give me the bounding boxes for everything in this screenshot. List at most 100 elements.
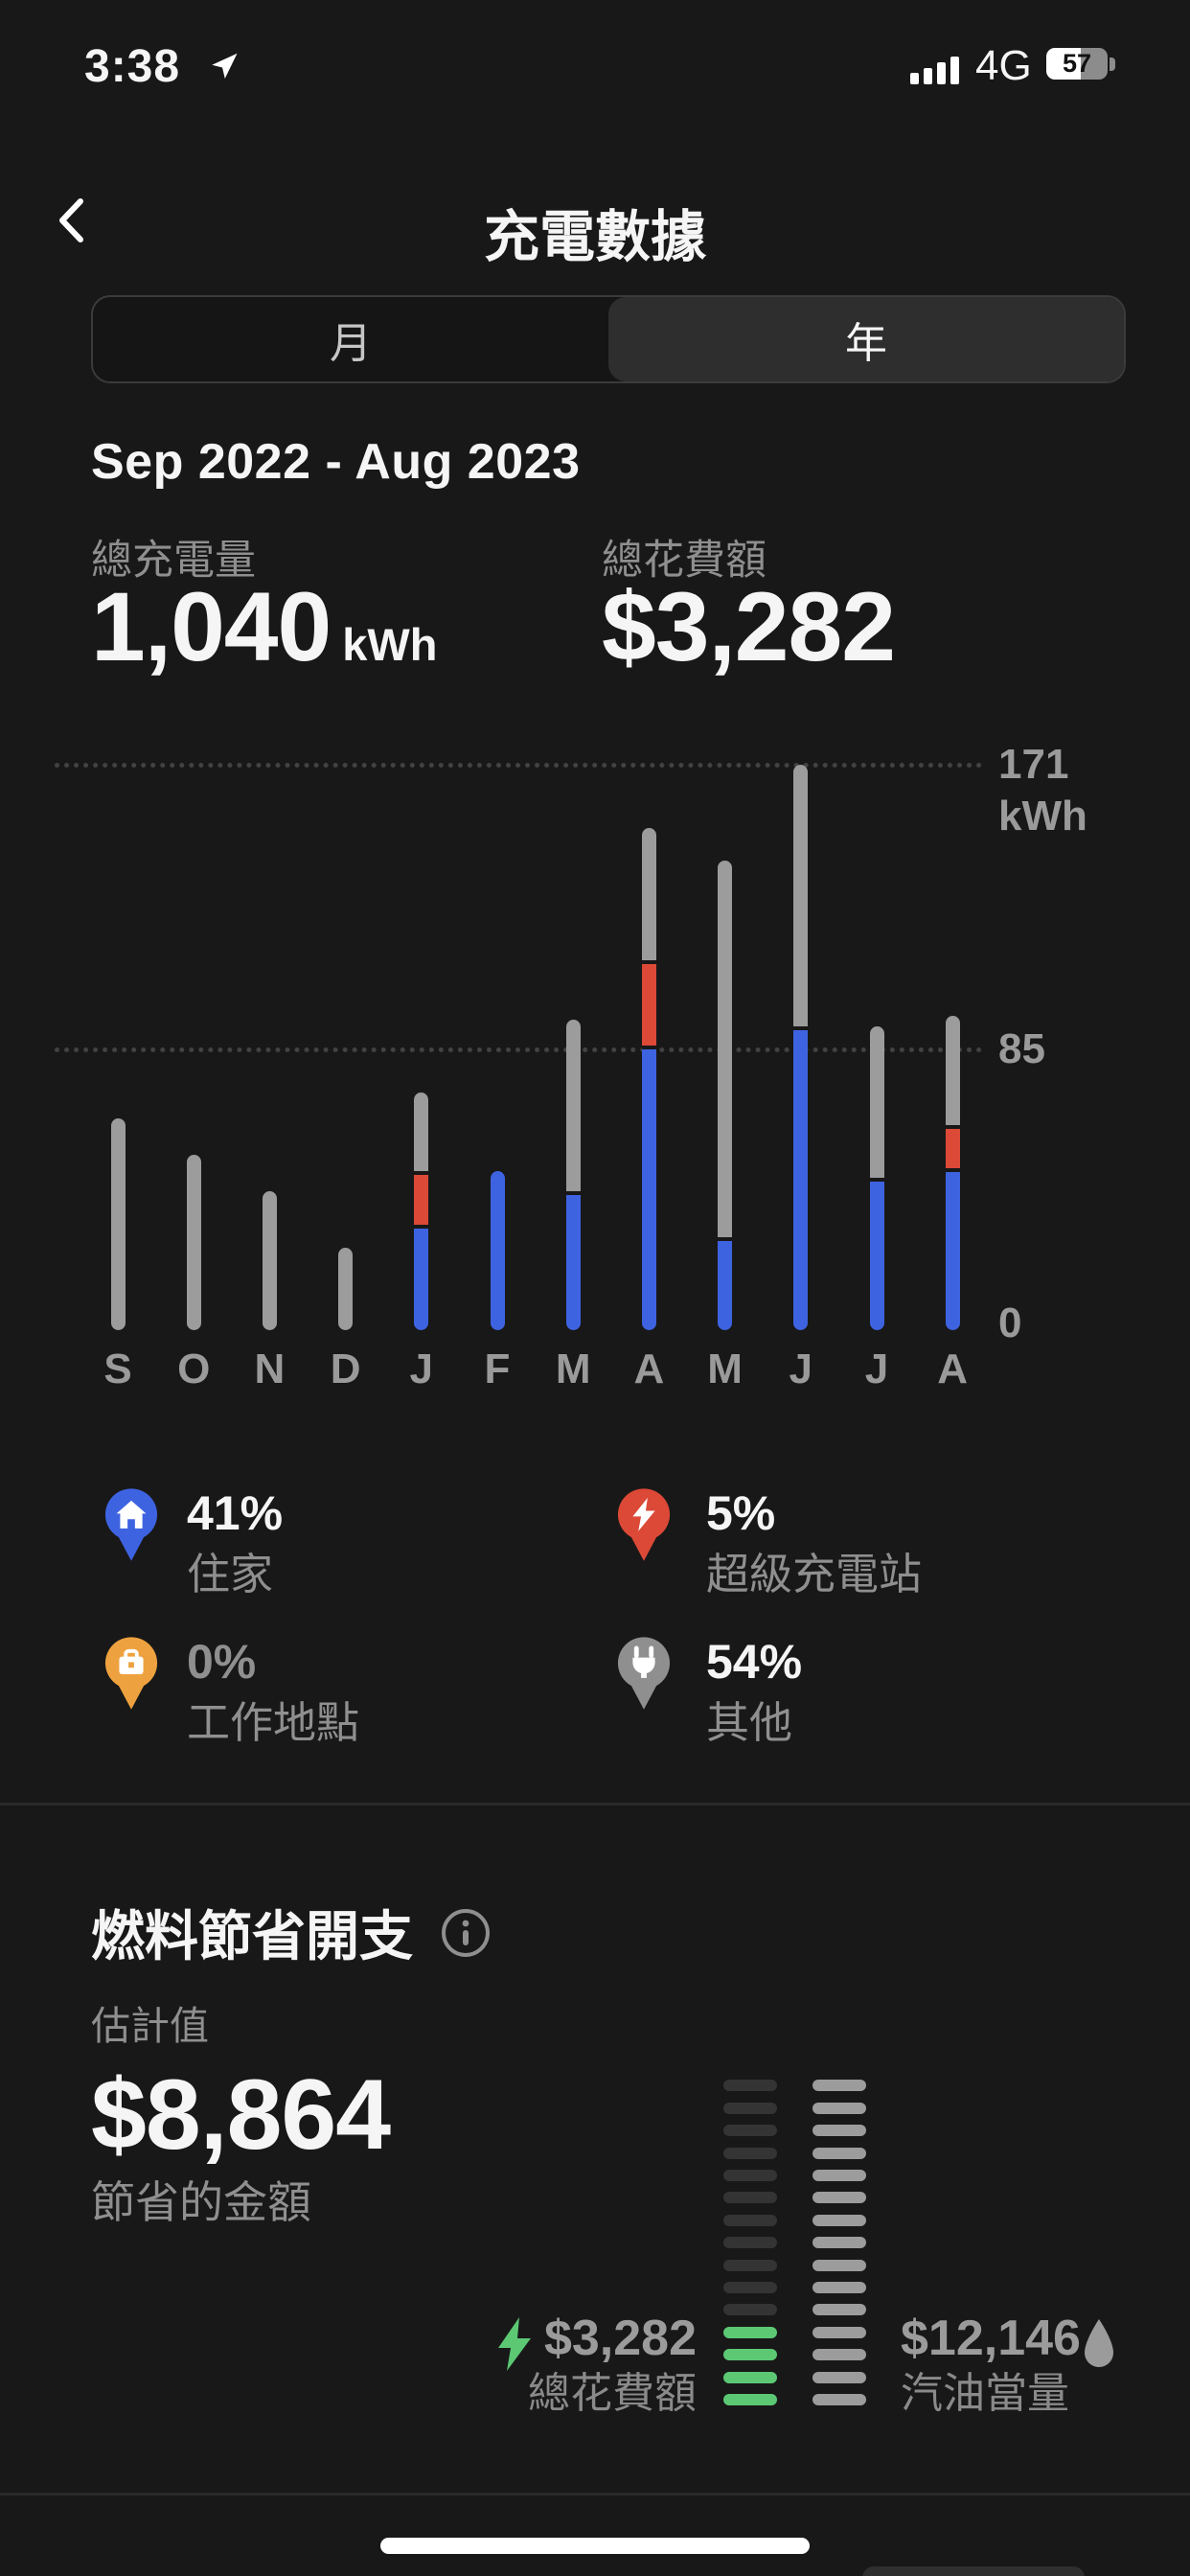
bar-segment-其他 (338, 1247, 354, 1330)
legend-work-percent: 0% (187, 1635, 257, 1689)
fuel-dash-總花費額-11 (723, 2170, 777, 2181)
fuel-dash-汽油當量-6 (812, 2282, 866, 2293)
bar-12-A (945, 1016, 960, 1330)
bar-3-N (262, 1191, 277, 1330)
bottom-corner-card-edge (862, 2566, 1085, 2576)
bar-10-J (793, 765, 809, 1330)
fuel-dash-總花費額-7 (723, 2259, 777, 2271)
fuel-savings-amount-label: 節省的金額 (91, 2177, 311, 2227)
bar-segment-其他 (565, 1019, 581, 1192)
bar-segment-其他 (186, 1155, 201, 1330)
home-indicator[interactable] (380, 2538, 810, 2554)
month-label-12: A (937, 1346, 969, 1392)
fuel-dash-汽油當量-1 (812, 2394, 866, 2405)
legend-work-label: 工作地點 (187, 1698, 360, 1747)
legend-supercharger-label: 超級充電站 (706, 1550, 923, 1598)
legend-home-label: 住家 (187, 1550, 274, 1598)
month-label-2: O (177, 1346, 211, 1392)
period-range-heading: Sep 2022 - Aug 2023 (91, 434, 581, 490)
tab-year[interactable]: 年 (845, 320, 887, 367)
status-time: 3:38 (84, 41, 181, 92)
chevron-left-icon (59, 198, 83, 242)
bar-segment-其他 (110, 1118, 126, 1330)
back-button[interactable] (46, 194, 96, 247)
bar-segment-住家 (414, 1224, 429, 1330)
fuel-comparison-chart (723, 2080, 866, 2405)
fuel-dash-總花費額-15 (723, 2080, 777, 2092)
gas-equivalent-group: $12,146 汽油當量 (901, 2312, 1081, 2421)
fuel-dash-汽油當量-10 (812, 2192, 866, 2204)
bar-segment-住家 (945, 1167, 960, 1330)
bar-segment-住家 (793, 1025, 809, 1330)
bar-segment-其他 (945, 1016, 960, 1126)
fuel-dash-總花費額-9 (723, 2214, 777, 2226)
fuel-dash-總花費額-1 (723, 2394, 777, 2405)
fuel-dash-總花費額-4 (723, 2326, 777, 2338)
fuel-dash-汽油當量-7 (812, 2259, 866, 2271)
fuel-dash-汽油當量-15 (812, 2080, 866, 2092)
electric-cost-group: $3,282 總花費額 (528, 2312, 697, 2421)
month-label-10: J (789, 1346, 813, 1392)
page-title: 充電數據 (483, 206, 706, 268)
bar-segment-住家 (869, 1178, 884, 1330)
fuel-dash-總花費額-10 (723, 2192, 777, 2204)
fuel-savings-title: 燃料節省開支 (91, 1906, 413, 1966)
fuel-dash-汽油當量-9 (812, 2214, 866, 2226)
gas-equivalent-value: $12,146 (901, 2311, 1081, 2366)
bar-segment-超級充電站 (414, 1171, 429, 1225)
fuel-dash-總花費額-6 (723, 2282, 777, 2293)
fuel-dash-汽油當量-4 (812, 2326, 866, 2338)
fuel-dash-總花費額-3 (723, 2349, 777, 2361)
bottom-divider (0, 2493, 1190, 2496)
kwh-unit: kWh (342, 619, 438, 670)
info-button[interactable] (440, 1907, 492, 1959)
bar-segment-其他 (718, 861, 733, 1238)
month-label-3: N (254, 1346, 286, 1392)
month-label-1: S (103, 1346, 132, 1392)
legend-other-percent: 54% (706, 1635, 803, 1689)
axis-tick-0: 0 (998, 1300, 1022, 1346)
bar-segment-超級充電站 (641, 959, 656, 1046)
month-label-8: A (633, 1346, 665, 1392)
month-label-6: F (484, 1346, 511, 1392)
bar-2-O (186, 1155, 201, 1330)
battery-percent-label: 57 (1062, 49, 1092, 78)
fuel-dash-汽油當量-13 (812, 2125, 866, 2137)
bar-segment-其他 (262, 1191, 277, 1330)
info-icon (442, 1908, 490, 1957)
bar-6-F (490, 1171, 505, 1330)
bar-9-M (718, 861, 733, 1330)
fuel-dash-汽油當量-2 (812, 2371, 866, 2383)
bar-segment-住家 (718, 1237, 733, 1330)
signal-strength-icon (910, 56, 959, 84)
period-segmented-control: 月 年 (91, 295, 1126, 383)
month-label-5: J (409, 1346, 434, 1392)
tab-month[interactable]: 月 (330, 320, 372, 367)
location-arrow-icon (207, 50, 241, 89)
bar-7-M (565, 1019, 581, 1330)
supercharger-pin-icon (616, 1488, 672, 1568)
bar-5-J (414, 1092, 429, 1330)
bar-segment-住家 (490, 1171, 505, 1330)
bar-segment-住家 (641, 1046, 656, 1330)
electric-cost-value: $3,282 (543, 2311, 697, 2366)
bar-1-S (110, 1118, 126, 1330)
fuel-dash-汽油當量-11 (812, 2170, 866, 2181)
lightning-icon (494, 2315, 535, 2378)
charging-bar-chart: 171 kWh 85 0 S O N D J F M A M J J A (55, 741, 1087, 1392)
other-pin-icon (616, 1637, 672, 1716)
total-cost-value: $3,282 (602, 572, 896, 681)
fuel-dash-汽油當量-8 (812, 2237, 866, 2249)
fuel-dash-汽油當量-12 (812, 2147, 866, 2159)
bar-segment-其他 (869, 1025, 884, 1179)
bar-segment-其他 (793, 765, 809, 1026)
total-charge-label: 總充電量 (91, 538, 256, 584)
fuel-savings-subtitle: 估計值 (91, 2004, 209, 2048)
fuel-dash-總花費額-5 (723, 2304, 777, 2316)
fuel-dash-汽油當量-5 (812, 2304, 866, 2316)
electric-cost-label: 總花費額 (528, 2370, 697, 2417)
legend-other-label: 其他 (706, 1698, 793, 1747)
section-divider (0, 1803, 1190, 1806)
fuel-dash-汽油當量-14 (812, 2102, 866, 2114)
axis-tick-171: 171 kWh (998, 741, 1087, 840)
